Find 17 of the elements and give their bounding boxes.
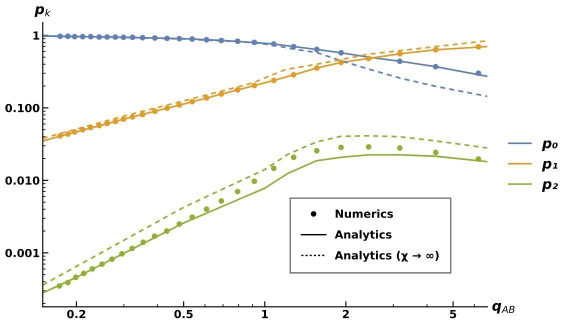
x-axis-title: q$_{AB}$ <box>492 302 515 314</box>
annotation: Analytics (χ → ∞) <box>334 250 439 262</box>
x-tick-label: 5 <box>450 310 456 318</box>
x-tick-label: 1 <box>262 310 268 318</box>
x-tick-label: 2 <box>342 310 349 318</box>
x-tick-label: 0.5 <box>174 310 193 318</box>
legend-label: p₁ <box>542 160 558 172</box>
y-tick-label: 0.001 <box>5 248 40 258</box>
annotation: Numerics <box>336 209 393 218</box>
y-tick-label: 0.010 <box>5 176 40 185</box>
y-tick-label: 0.100 <box>5 104 40 112</box>
x-tick-label: 0.2 <box>67 310 86 318</box>
legend-label: p₂ <box>542 181 558 192</box>
legend-label: p₀ <box>542 140 558 152</box>
annotation: Analytics <box>334 230 392 241</box>
y-tick-label: 1 <box>33 31 40 40</box>
y-axis-title: p$_{k}$ <box>34 6 51 17</box>
